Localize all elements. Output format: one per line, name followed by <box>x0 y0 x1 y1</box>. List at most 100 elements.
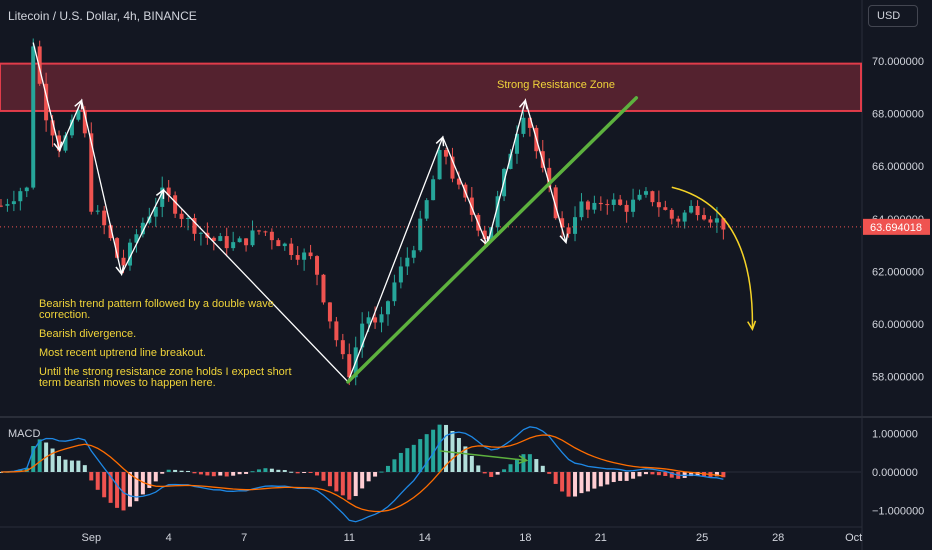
candle <box>269 228 274 250</box>
resistance-zone[interactable] <box>0 62 862 112</box>
macd-indicator-label[interactable]: MACD <box>8 428 41 440</box>
macd-histogram-bar <box>456 438 461 472</box>
macd-histogram-bar <box>37 439 42 472</box>
time-axis-tick-label: 7 <box>241 532 247 544</box>
macd-histogram-bar <box>256 469 261 472</box>
candle <box>198 231 203 246</box>
candle <box>276 238 281 247</box>
macd-histogram-bar <box>411 444 416 472</box>
note-4: Until the strong resistance zone holds I… <box>39 366 292 389</box>
candle <box>321 273 326 305</box>
macd-histogram-bar <box>295 472 300 474</box>
wave-arrowhead <box>74 98 83 110</box>
candle <box>192 213 197 241</box>
candle <box>437 143 442 180</box>
candle <box>650 190 655 207</box>
candle <box>31 38 36 190</box>
candle <box>69 114 74 139</box>
macd-histogram-bar <box>121 472 126 511</box>
macd-histogram-bar <box>592 472 597 489</box>
price-axis-tick-label: 70.000000 <box>872 56 924 68</box>
candle <box>398 257 403 289</box>
macd-histogram-bar <box>186 470 191 472</box>
macd-histogram-bar <box>218 472 223 476</box>
macd-histogram-bar <box>353 472 358 497</box>
candle <box>340 333 345 360</box>
candle <box>392 274 397 306</box>
macd-histogram-bar <box>573 472 578 497</box>
candle <box>637 189 642 201</box>
macd-histogram-bar <box>605 472 610 485</box>
last-price-badge <box>863 218 930 235</box>
candle <box>282 242 287 251</box>
candle <box>456 171 461 190</box>
macd-histogram-bar <box>534 459 539 472</box>
macd-histogram-bar <box>50 448 55 472</box>
currency-button[interactable]: USD <box>868 5 918 27</box>
macd-histogram-bar <box>89 472 94 481</box>
last-price-label: 63.694018 <box>870 222 922 234</box>
macd-histogram-bar <box>205 472 210 476</box>
bearish-projection-arrow[interactable] <box>671 186 754 330</box>
wave-pattern-line[interactable] <box>32 42 567 384</box>
candle <box>418 210 423 253</box>
uptrend-line[interactable] <box>346 96 639 384</box>
macd-line <box>0 426 724 523</box>
macd-histogram-bar <box>115 472 120 508</box>
candle <box>18 187 23 211</box>
note-2: Bearish divergence. <box>39 328 137 340</box>
macd-histogram-bar <box>514 458 519 472</box>
candle <box>134 229 139 253</box>
analysis-notes: Bearish trend pattern followed by a doub… <box>39 299 299 397</box>
macd-divergence-line[interactable] <box>439 450 527 462</box>
price-axis-tick-label: 68.000000 <box>872 109 924 121</box>
macd-histogram-bar <box>566 472 571 497</box>
wave-arrowhead <box>559 233 569 245</box>
candle <box>160 176 165 218</box>
macd-histogram-bar <box>244 472 249 474</box>
macd-histogram-bar <box>231 472 236 476</box>
candle <box>656 190 661 217</box>
macd-histogram-bar <box>179 470 184 472</box>
macd-histogram-bar <box>418 439 423 472</box>
macd-histogram-bar <box>476 465 481 472</box>
candle <box>676 215 681 228</box>
candle <box>605 199 610 215</box>
candle <box>689 200 694 214</box>
macd-histogram-bar <box>631 472 636 479</box>
candle <box>334 316 339 347</box>
price-axis-panel[interactable] <box>862 0 932 550</box>
macd-histogram-bar <box>689 472 694 477</box>
candle <box>24 186 29 198</box>
candle <box>211 236 216 251</box>
macd-histogram-bar <box>656 472 661 476</box>
candle <box>450 147 455 183</box>
macd-histogram-bar <box>650 472 655 475</box>
wave-arrowhead <box>435 135 445 147</box>
candle <box>669 208 674 225</box>
time-axis-tick-label: 4 <box>166 532 172 544</box>
candle <box>179 209 184 228</box>
candle <box>44 72 49 132</box>
candle <box>153 197 158 227</box>
macd-histogram-bar <box>127 472 132 507</box>
candle <box>702 207 707 221</box>
macd-histogram-bar <box>714 472 719 477</box>
macd-histogram-bar <box>463 446 468 472</box>
macd-histogram-bar <box>321 472 326 481</box>
divergence-arrowhead <box>517 455 529 465</box>
macd-histogram-bar <box>269 468 274 472</box>
candle <box>11 190 16 212</box>
time-axis-tick-label: 18 <box>519 532 531 544</box>
candle <box>302 248 307 271</box>
macd-histogram-bar <box>327 472 332 487</box>
candle <box>521 111 526 138</box>
macd-histogram-bar <box>547 472 552 474</box>
candle <box>102 205 107 235</box>
macd-histogram-bar <box>379 471 384 473</box>
candle <box>566 223 571 238</box>
wave-arrowhead <box>53 141 63 153</box>
macd-histogram-bar <box>424 434 429 472</box>
candle <box>327 302 332 329</box>
